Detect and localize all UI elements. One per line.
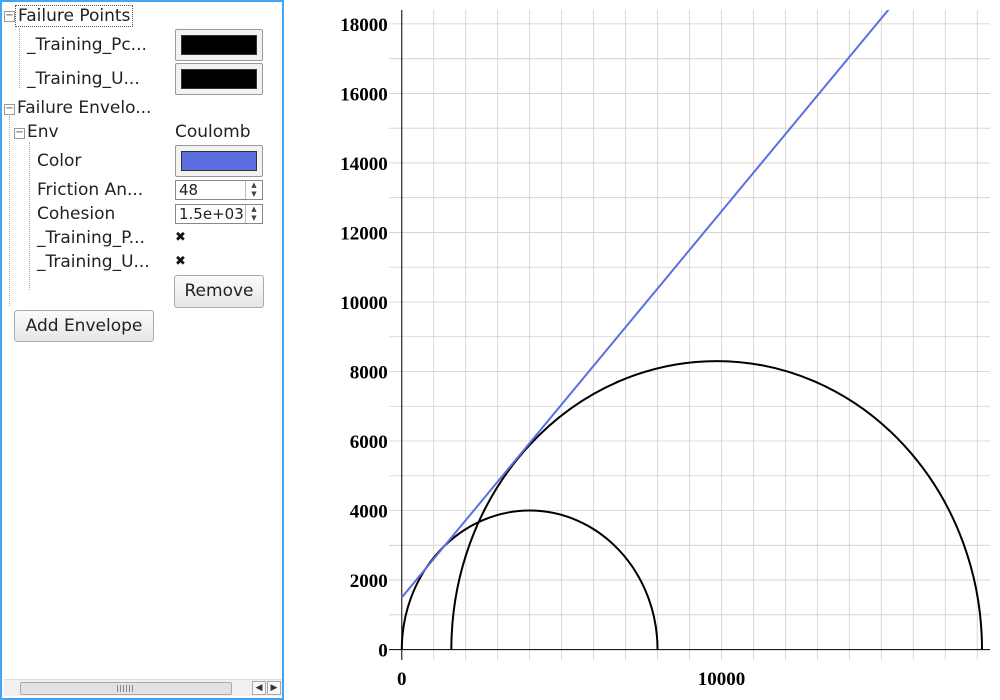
- tree-line: [19, 28, 20, 88]
- spinbox-arrows: ▲ ▼: [245, 205, 262, 223]
- spin-down-icon[interactable]: ▼: [251, 190, 257, 198]
- remove-envelope-button[interactable]: Remove: [174, 275, 264, 308]
- env-type: Coulomb: [175, 122, 251, 142]
- friction-angle-input[interactable]: [177, 181, 249, 199]
- tree-line: [9, 116, 10, 306]
- spin-up-icon[interactable]: ▲: [251, 205, 257, 213]
- failure-envelopes-header[interactable]: Failure Envelo...: [17, 98, 152, 118]
- cohesion-label: Cohesion: [37, 204, 116, 224]
- env-color-label: Color: [37, 151, 82, 171]
- env-color-button[interactable]: [175, 145, 263, 177]
- friction-angle-spinbox[interactable]: ▲ ▼: [175, 180, 263, 200]
- spin-down-icon[interactable]: ▼: [251, 214, 257, 222]
- failure-point-color-button-1[interactable]: [175, 29, 263, 61]
- scroll-right-icon[interactable]: ▶: [267, 681, 281, 695]
- y-tick-label: 10000: [340, 293, 388, 314]
- color-swatch: [181, 35, 257, 55]
- x-tick-label: 0: [397, 669, 407, 690]
- y-tick-label: 18000: [340, 15, 388, 36]
- y-tick-label: 6000: [350, 432, 388, 453]
- y-tick-label: 2000: [350, 571, 388, 592]
- friction-angle-label: Friction An...: [37, 180, 144, 200]
- horizontal-scrollbar[interactable]: ◀ ▶: [4, 679, 282, 696]
- color-swatch: [181, 69, 257, 89]
- failure-point-color-button-2[interactable]: [175, 63, 263, 95]
- failure-point-label-2: _Training_U...: [27, 69, 140, 89]
- training-p-label: _Training_P...: [37, 228, 145, 248]
- failure-point-label-1: _Training_Pc...: [27, 35, 147, 55]
- color-swatch: [181, 151, 257, 171]
- mohr-circle-plot[interactable]: 0 2000 4000 6000 8000 10000 12000 14000 16000 180…: [284, 0, 1000, 700]
- env-collapse-icon[interactable]: −: [14, 127, 25, 139]
- spin-up-icon[interactable]: ▲: [251, 181, 257, 189]
- y-tick-label: 14000: [340, 154, 388, 175]
- failure-envelope-line: [401, 10, 890, 599]
- cohesion-spinbox[interactable]: ▲ ▼: [175, 204, 263, 224]
- properties-panel: − Failure Points _Training_Pc... _Traini…: [0, 0, 284, 700]
- mohr-circle: [400, 509, 659, 650]
- scrollbar-thumb[interactable]: [20, 682, 232, 695]
- add-envelope-button[interactable]: Add Envelope: [14, 310, 154, 342]
- failure-points-collapse-icon[interactable]: −: [4, 10, 15, 22]
- failure-points-header[interactable]: Failure Points: [15, 5, 134, 27]
- env-label[interactable]: Env: [27, 122, 59, 142]
- spinbox-arrows: ▲ ▼: [245, 181, 262, 199]
- failure-envelopes-collapse-icon[interactable]: −: [4, 103, 15, 115]
- grip-icon: [117, 685, 135, 692]
- y-tick-label: 4000: [350, 502, 388, 523]
- scroll-left-icon[interactable]: ◀: [252, 681, 266, 695]
- cohesion-input[interactable]: [177, 205, 249, 223]
- x-tick-label: 10000: [698, 669, 746, 690]
- y-tick-label: 8000: [350, 362, 388, 383]
- training-u-label: _Training_U...: [37, 252, 150, 272]
- mohr-circle: [450, 360, 984, 650]
- training-p-checkbox[interactable]: ✖: [175, 230, 186, 245]
- tree-line: [29, 142, 30, 290]
- y-tick-label: 12000: [340, 223, 388, 244]
- training-u-checkbox[interactable]: ✖: [175, 254, 186, 269]
- y-tick-label: 16000: [340, 84, 388, 105]
- y-tick-label: 0: [378, 641, 388, 662]
